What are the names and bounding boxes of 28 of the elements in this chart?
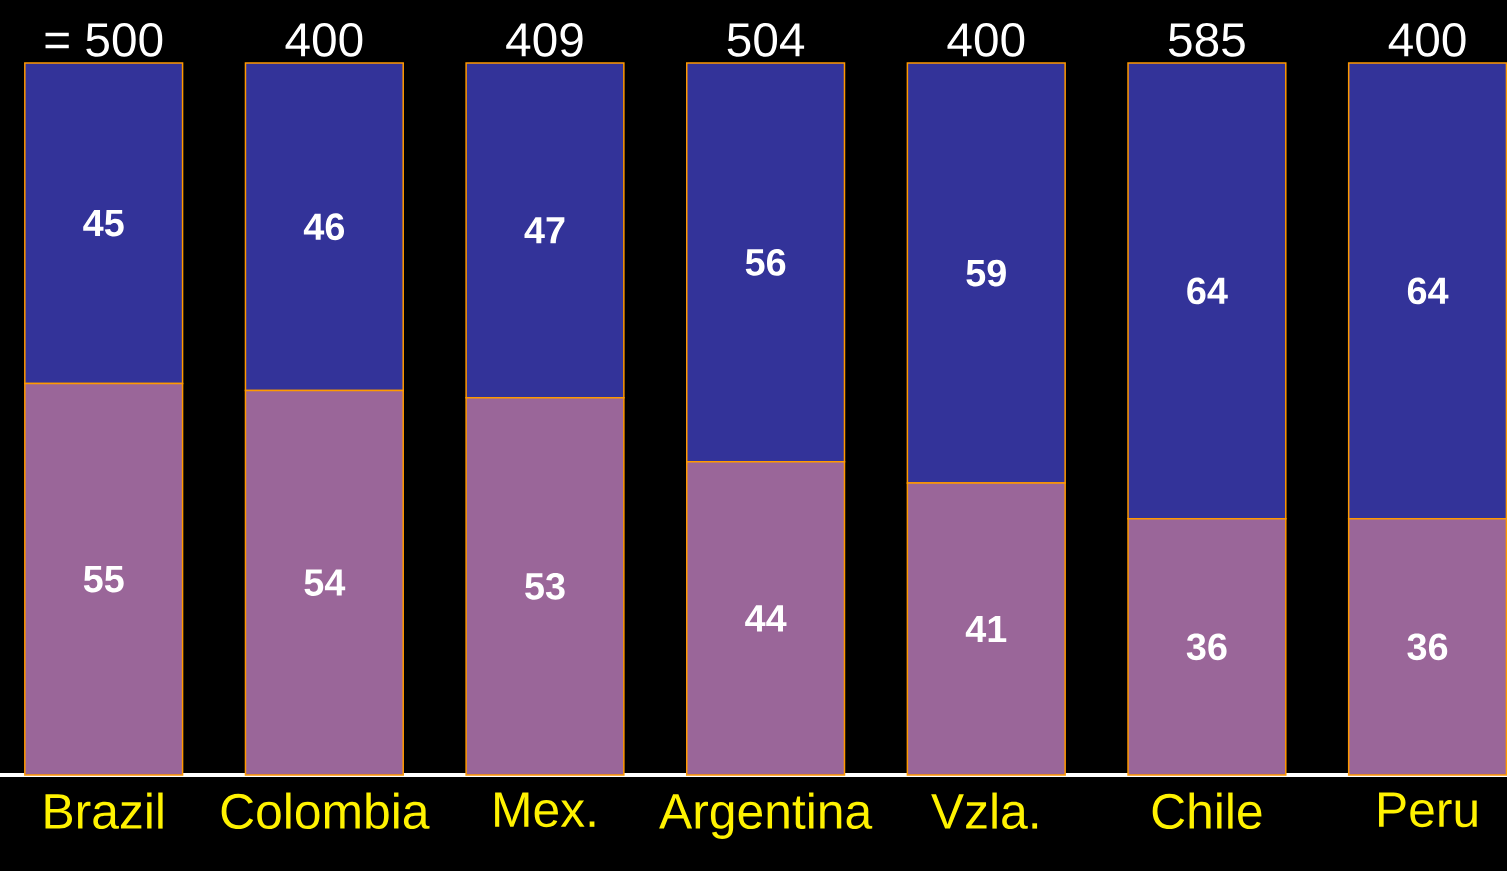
data-label: 64: [1407, 277, 1449, 305]
x-tick-label: Chile: [1152, 792, 1262, 830]
data-label: 47: [524, 217, 565, 244]
x-tick-label: Peru: [1379, 792, 1477, 828]
data-label: 36: [1186, 633, 1227, 661]
text: 409: [506, 22, 583, 57]
data-label: 44: [745, 605, 787, 632]
data-label: 55: [83, 565, 124, 593]
text: 585: [1168, 22, 1245, 57]
data-label: 46: [303, 213, 345, 241]
text: = 500: [45, 22, 163, 57]
text: 400: [947, 22, 1025, 57]
data-label: 56: [745, 248, 786, 276]
data-label: 64: [1187, 277, 1228, 305]
text: 400: [1388, 22, 1466, 57]
data-label: 41: [965, 616, 1007, 643]
x-tick-label: Colombia: [221, 792, 430, 830]
x-tick-label: Vzla.: [931, 792, 1038, 830]
data-label: 59: [966, 259, 1006, 287]
text: 400: [285, 22, 363, 57]
data-label: 53: [525, 572, 565, 600]
data-label: 36: [1407, 633, 1448, 661]
data-label: 54: [304, 569, 346, 596]
data-label: 45: [83, 209, 124, 237]
x-tick-label: Brazil: [45, 792, 163, 830]
text: 504: [727, 22, 805, 57]
x-tick-label: Mex.: [495, 792, 595, 828]
x-tick-label: Argentina: [659, 792, 873, 839]
